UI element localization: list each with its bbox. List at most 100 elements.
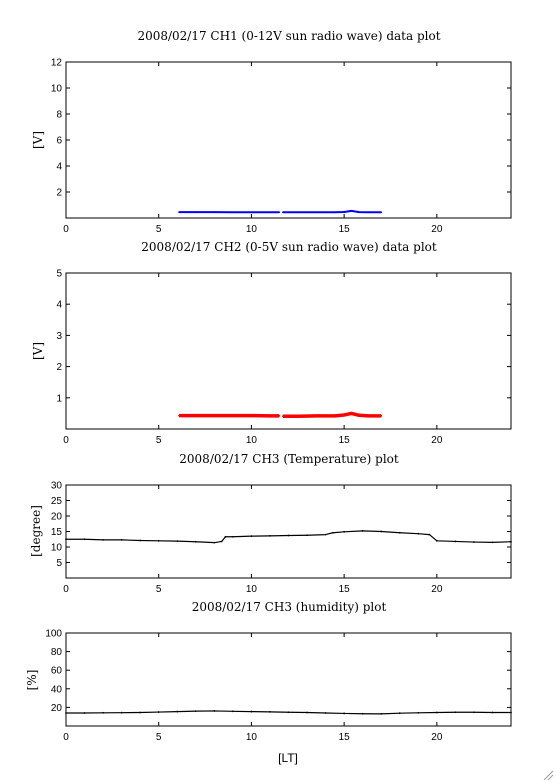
- data-point: [213, 211, 216, 214]
- data-point: [296, 415, 299, 418]
- data-point: [343, 211, 346, 213]
- data-point: [324, 533, 327, 536]
- data-point: [510, 711, 512, 714]
- y-tick-label: 10: [51, 84, 63, 95]
- y-tick-label: 20: [51, 512, 63, 523]
- y-tick-label: 2: [56, 188, 62, 199]
- y-tick-label: 25: [51, 496, 63, 507]
- y-tick-label: 8: [56, 110, 62, 121]
- data-point: [454, 540, 457, 543]
- y-axis-label: [degree]: [29, 505, 43, 557]
- plot-frame: [65, 632, 512, 727]
- data-point: [157, 711, 160, 713]
- data-point: [287, 711, 290, 714]
- data-point: [178, 211, 181, 214]
- data-point: [435, 711, 438, 714]
- data-point: [315, 211, 318, 214]
- plot-frame: [65, 484, 512, 579]
- data-point: [510, 540, 512, 543]
- data-point: [83, 712, 86, 714]
- data-point: [176, 540, 179, 543]
- data-point: [296, 211, 299, 214]
- data-point: [306, 534, 308, 537]
- x-axis-label: [LT]: [278, 751, 298, 765]
- x-tick-label: 5: [156, 584, 162, 595]
- x-tick-label: 15: [339, 732, 351, 743]
- x-tick-label: 20: [431, 224, 443, 235]
- data-point: [358, 211, 360, 214]
- resize-grip-icon[interactable]: [543, 770, 554, 781]
- data-point: [224, 535, 227, 538]
- y-tick-label: 6: [56, 136, 62, 147]
- data-point: [343, 414, 346, 416]
- x-tick-label: 20: [431, 584, 443, 595]
- y-tick-label: 100: [45, 629, 62, 640]
- data-point: [343, 712, 346, 715]
- x-tick-label: 20: [431, 435, 443, 446]
- data-point: [361, 529, 364, 532]
- x-tick-label: 0: [63, 584, 69, 595]
- y-tick-label: 4: [56, 300, 62, 311]
- data-point: [358, 414, 360, 417]
- y-tick-label: 4: [56, 162, 62, 173]
- data-point: [65, 712, 67, 714]
- data-point: [367, 211, 370, 214]
- x-tick-label: 10: [246, 584, 258, 595]
- data-point: [213, 414, 216, 417]
- data-point: [157, 539, 160, 542]
- data-point: [83, 538, 86, 541]
- data-point: [315, 414, 318, 417]
- data-point: [269, 534, 271, 537]
- data-point: [343, 530, 346, 533]
- data-point: [269, 414, 271, 417]
- data-point: [231, 211, 234, 214]
- data-point: [491, 711, 494, 714]
- data-point: [178, 414, 181, 417]
- y-axis-label: [V]: [31, 342, 45, 360]
- data-point: [473, 541, 475, 543]
- data-marks: [65, 710, 512, 715]
- data-marks: [65, 529, 512, 544]
- plot-frame: [65, 272, 512, 430]
- data-point: [306, 711, 308, 714]
- data-point: [380, 414, 383, 417]
- x-tick-label: 5: [156, 435, 162, 446]
- data-point: [435, 539, 438, 542]
- data-point: [324, 712, 327, 714]
- plot-frame: [65, 61, 512, 219]
- panel-ch3-humidity: 2008/02/17 CH3 (humidity) plot [%] 0 5 10 1…: [25, 600, 512, 743]
- data-point: [333, 211, 336, 214]
- data-point: [231, 710, 234, 713]
- y-tick-label: 2: [56, 362, 62, 373]
- data-point: [333, 414, 336, 417]
- data-point: [250, 211, 253, 214]
- y-tick-label: 10: [51, 543, 63, 554]
- x-tick-label: 5: [156, 732, 162, 743]
- data-point: [231, 414, 234, 417]
- y-tick-label: 12: [51, 58, 63, 69]
- series-line: [66, 530, 512, 544]
- data-point: [380, 530, 383, 533]
- panel-ch1: 2008/02/17 CH1 (0-12V sun radio wave) da…: [31, 29, 512, 235]
- data-point: [102, 711, 104, 714]
- y-tick-label: 80: [51, 647, 63, 658]
- data-point: [278, 414, 281, 417]
- x-tick-label: 0: [63, 435, 69, 446]
- x-tick-label: 20: [431, 732, 443, 743]
- x-tick-label: 0: [63, 224, 69, 235]
- x-tick-label: 5: [156, 224, 162, 235]
- x-tick-label: 15: [339, 435, 351, 446]
- data-point: [380, 713, 383, 715]
- data-point: [250, 414, 253, 417]
- data-point: [367, 414, 370, 417]
- data-point: [398, 531, 401, 534]
- data-point: [332, 531, 334, 534]
- data-point: [213, 541, 216, 544]
- data-point: [428, 533, 431, 536]
- y-tick-label: 40: [51, 684, 63, 695]
- data-point: [491, 541, 494, 544]
- y-tick-label: 3: [56, 331, 62, 342]
- data-point: [213, 710, 216, 712]
- y-axis-label: [V]: [31, 131, 45, 149]
